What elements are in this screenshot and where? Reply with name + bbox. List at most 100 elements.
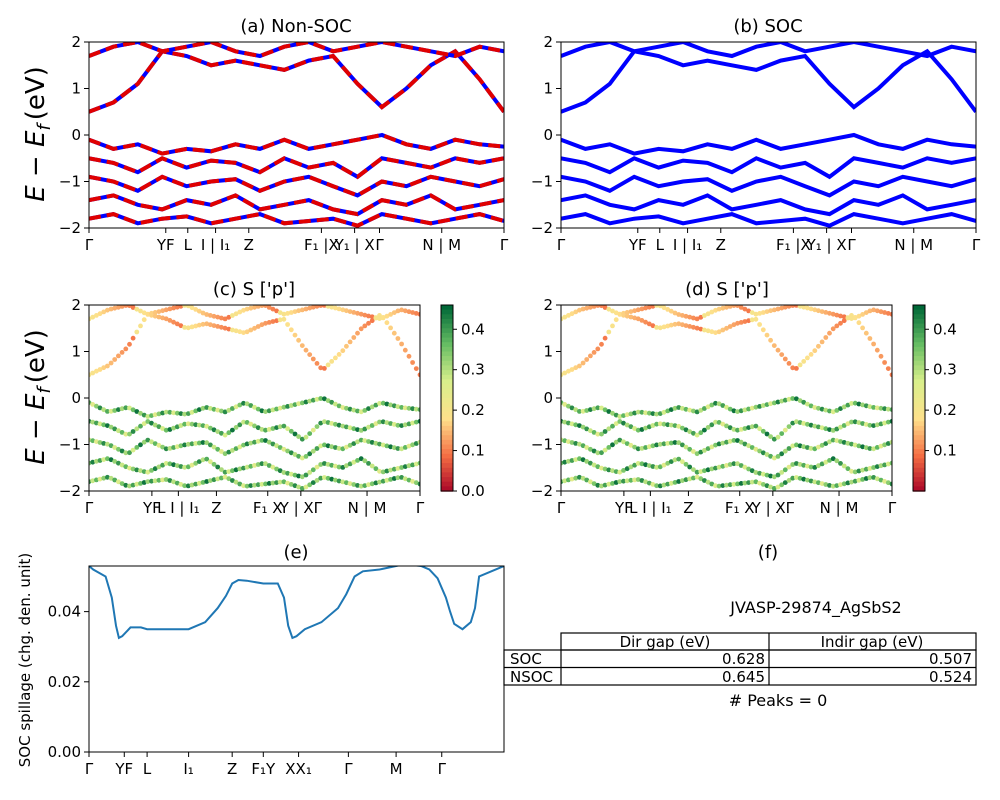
scatter-point [285,480,290,486]
scatter-point [577,363,582,369]
scatter-point [698,469,704,474]
scatter-point [889,481,892,487]
scatter-point [167,409,173,415]
scatter-point [377,479,382,485]
scatter-point [303,399,309,405]
colorbar-segment [913,328,925,334]
scatter-point [768,484,773,490]
colorbar-segment [441,346,453,353]
scatter-point [665,323,671,329]
scatter-point [127,450,132,456]
scatter-point [138,468,143,474]
scatter-point [292,452,298,457]
colorbar-segment [441,384,453,390]
scatter-point [204,456,210,462]
ytick-label: 0 [71,126,81,144]
scatter-point [244,329,250,335]
scatter-point [395,336,401,341]
scatter-point [882,479,887,484]
scatter-point [624,313,630,319]
scatter-point [417,460,420,466]
scatter-point [860,421,865,426]
scatter-point [230,448,235,453]
scatter-point [720,440,726,446]
scatter-point [768,473,773,479]
scatter-point [127,305,132,309]
scatter-point [314,446,320,451]
scatter-point [709,481,715,487]
xtick-label: Γ [344,760,353,778]
colorbar-segment [913,421,925,427]
panel-c-title: (c) S ['p'] [213,279,295,300]
scatter-point [768,401,773,407]
colorbar-segment [913,370,925,376]
scatter-point [237,402,243,408]
scatter-point [97,367,103,372]
scatter-point [639,409,645,415]
scatter-point [698,407,704,413]
scatter-point [801,476,807,482]
scatter-point [237,422,243,428]
scatter-point [595,346,601,352]
scatter-point [610,308,615,314]
scatter-point [577,307,582,313]
scatter-point [344,424,349,430]
scatter-point [852,419,858,425]
scatter-point [226,430,232,436]
scatter-point [856,477,862,483]
scatter-point [613,439,619,445]
scatter-point [580,443,586,449]
scatter-point [643,425,648,431]
scatter-point [760,450,766,456]
scatter-point [149,413,154,418]
scatter-point [757,480,762,486]
scatter-point [863,445,869,451]
colorbar-segment [441,314,453,320]
scatter-point [599,450,604,456]
scatter-point [676,321,682,327]
scatter-point [709,402,715,408]
scatter-point [749,405,755,411]
scatter-point [230,478,235,483]
xtick-label: YF [142,499,161,517]
axes-frame [560,41,977,229]
scatter-point [801,462,807,468]
scatter-point [742,426,748,431]
scatter-point [856,313,862,319]
scatter-point [336,352,342,357]
xtick-label: Y | XΓ [279,499,323,517]
colorbar-tick-label: 0.3 [461,361,485,379]
scatter-point [771,436,777,442]
scatter-point [211,313,217,319]
scatter-point [610,410,615,416]
scatter-point [738,408,744,414]
scatter-point [805,421,810,427]
scatter-point [867,475,873,481]
panel-b-title: (b) SOC [733,16,802,37]
scatter-point [794,475,799,480]
scatter-point [237,466,243,472]
scatter-point [163,477,169,482]
scatter-point [248,440,254,446]
scatter-point [569,476,575,482]
scatter-point [621,468,626,473]
scatter-point [384,477,390,483]
scatter-point [94,313,99,318]
scatter-point [874,445,880,450]
scatter-point [827,483,832,488]
scatter-point [617,419,623,424]
scatter-point [366,320,371,326]
scatter-point [727,425,733,431]
scatter-point [97,405,103,411]
scatter-point [720,403,726,408]
scatter-point [753,404,759,410]
scatter-point [698,449,704,455]
scatter-point [119,462,125,468]
scatter-point [702,327,707,333]
scatter-point [569,421,575,427]
scatter-point [406,477,412,483]
axes-frame [560,304,893,492]
ytick-label: −2 [59,482,81,500]
scatter-point [380,442,386,448]
scatter-point [149,310,154,316]
